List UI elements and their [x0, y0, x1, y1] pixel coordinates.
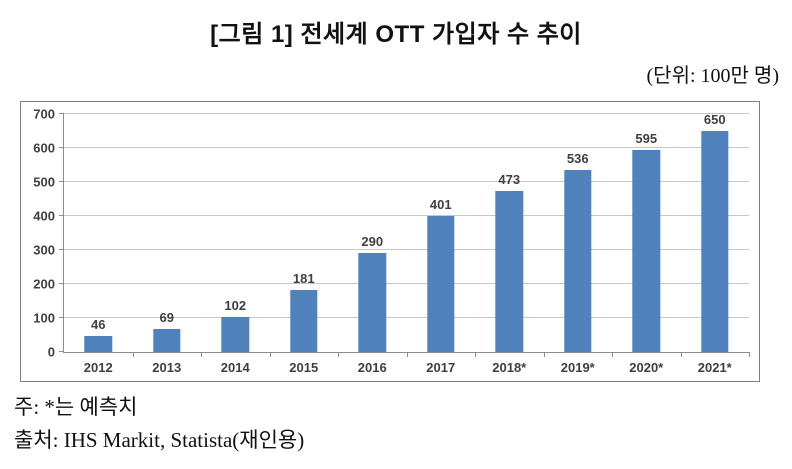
gridline-600 — [64, 147, 749, 148]
bar-value-2013: 69 — [159, 309, 174, 325]
x-axis-label-2019*: 2019* — [560, 360, 595, 375]
unit-label: (단위: 100만 명) — [646, 65, 779, 87]
bar-2021* — [701, 131, 729, 352]
y-axis-tick-400 — [59, 215, 64, 216]
y-axis-label-100: 100 — [33, 310, 55, 326]
source-text: 출처: IHS Markit, Statista(재인용) — [14, 428, 305, 452]
y-axis-label-200: 200 — [33, 276, 55, 292]
x-axis-label-2013: 2013 — [152, 360, 182, 375]
bar-slot-2013: 69 2013 — [133, 114, 202, 374]
gridline-200 — [64, 283, 749, 284]
y-axis-label-300: 300 — [33, 242, 55, 258]
bar-2016 — [358, 253, 386, 352]
note-text: 주: *는 예측치 — [14, 395, 138, 419]
gridline-100 — [64, 317, 749, 318]
bar-2014 — [221, 317, 249, 352]
bar-2013 — [153, 328, 181, 352]
x-axis-tick-1 — [132, 352, 134, 357]
bar-slot-2018*: 473 2018* — [475, 114, 544, 374]
x-axis-label-2014: 2014 — [220, 360, 250, 375]
x-axis-tick-9 — [680, 352, 682, 357]
y-axis-tick-700 — [59, 113, 64, 114]
x-axis-label-2012: 2012 — [83, 360, 113, 375]
bar-value-2017: 401 — [429, 196, 452, 212]
gridline-700 — [64, 113, 749, 114]
x-axis-tick-10 — [749, 352, 750, 357]
bar-slot-2019*: 536 2019* — [544, 114, 613, 374]
bar-slot-2012: 46 2012 — [64, 114, 133, 374]
bar-value-2021*: 650 — [703, 112, 726, 127]
y-axis-tick-300 — [59, 249, 64, 250]
y-axis-tick-100 — [59, 317, 64, 318]
bar-value-2012: 46 — [91, 317, 106, 333]
x-axis-tick-3 — [269, 352, 271, 357]
bar-value-2020*: 595 — [635, 130, 658, 146]
x-axis-label-2015: 2015 — [289, 360, 319, 375]
y-axis-label-0: 0 — [47, 344, 55, 360]
bar-slot-2016: 290 2016 — [338, 114, 407, 374]
bar-value-2016: 290 — [361, 234, 384, 250]
y-axis-label-500: 500 — [33, 174, 55, 190]
bar-value-2015: 181 — [292, 271, 315, 287]
bar-2015 — [290, 290, 318, 352]
y-axis-tick-600 — [59, 147, 64, 148]
x-axis-tick-4 — [338, 352, 339, 357]
plot-area: 0 100 200 300 400 500 600 700 46 2012 69 2013 102 201… — [33, 108, 750, 374]
gridline-300 — [64, 249, 749, 250]
bar-2018* — [495, 191, 523, 352]
x-axis-tick-2 — [201, 352, 202, 357]
y-axis-label-600: 600 — [33, 140, 55, 156]
x-axis-tick-8 — [612, 352, 613, 357]
x-axis-label-2018*: 2018* — [492, 360, 527, 375]
x-axis-label-2017: 2017 — [426, 360, 456, 375]
bar-value-2014: 102 — [224, 298, 247, 314]
gridline-500 — [64, 181, 749, 182]
x-axis-tick-5 — [406, 352, 408, 357]
bar-2017 — [427, 215, 455, 352]
bar-slot-2021*: 650 2021* — [681, 112, 750, 374]
x-axis-tick-7 — [543, 352, 545, 357]
x-axis-label-2016: 2016 — [357, 360, 387, 375]
bar-2019* — [564, 169, 592, 352]
y-axis-tick-0 — [59, 351, 64, 352]
y-axis-label-400: 400 — [33, 208, 55, 224]
bar-value-2019*: 536 — [566, 150, 589, 166]
bar-slot-2017: 401 2017 — [407, 114, 476, 374]
bar-slot-2015: 181 2015 — [270, 114, 339, 374]
y-axis-tick-500 — [59, 181, 64, 182]
chart-frame: 0 100 200 300 400 500 600 700 46 2012 69 2013 102 201… — [20, 101, 760, 382]
bar-slot-2020*: 595 2020* — [612, 114, 681, 374]
bar-2012 — [84, 336, 112, 352]
bar-slot-2014: 102 2014 — [201, 114, 270, 374]
x-axis-label-2021*: 2021* — [697, 360, 732, 375]
chart-title: [그림 1] 전세계 OTT 가입자 수 추이 — [210, 21, 582, 48]
x-axis-label-2020*: 2020* — [629, 360, 664, 375]
y-axis-tick-200 — [59, 283, 64, 284]
bar-2020* — [632, 149, 660, 352]
gridline-400 — [64, 215, 749, 216]
x-axis-tick-6 — [475, 352, 476, 357]
y-axis-label-700: 700 — [33, 106, 55, 122]
bar-value-2018*: 473 — [498, 172, 521, 188]
